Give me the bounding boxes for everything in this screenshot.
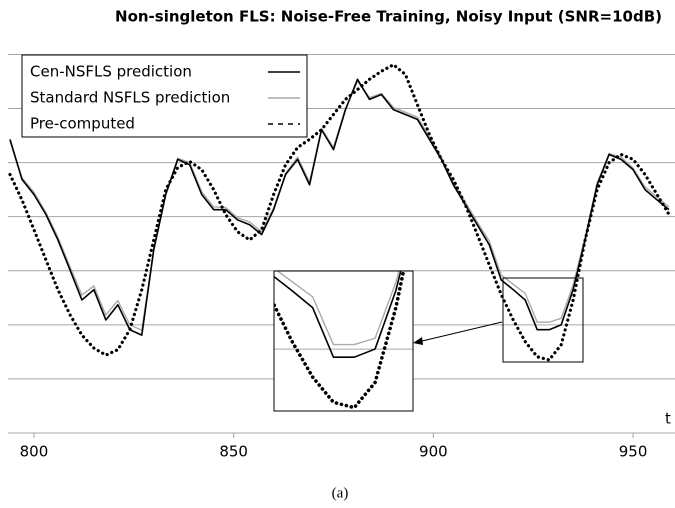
chart-title: Non-singleton FLS: Noise-Free Training, … <box>115 8 662 26</box>
series-line <box>10 65 669 360</box>
x-axis-label: t <box>665 410 671 428</box>
inset <box>0 0 573 508</box>
caption: (a) <box>332 485 349 501</box>
x-tick-label: 800 <box>20 443 49 461</box>
legend: Cen-NSFLS prediction Standard NSFLS predi… <box>21 54 308 138</box>
legend-box <box>21 54 308 138</box>
series-line <box>0 0 562 358</box>
legend-label: Pre-computed <box>30 115 135 133</box>
series-line <box>10 79 669 335</box>
zoom-arrowhead <box>413 337 423 345</box>
inset-content <box>0 0 573 508</box>
series-line <box>0 0 562 408</box>
zoom-arrow <box>417 321 503 343</box>
legend-label: Standard NSFLS prediction <box>30 89 230 107</box>
x-tick-label: 950 <box>619 443 648 461</box>
inset-frame <box>273 270 414 412</box>
zoom-region <box>502 277 584 363</box>
series-line <box>0 0 562 366</box>
x-tick-label: 850 <box>219 443 248 461</box>
x-tick-label: 900 <box>419 443 448 461</box>
legend-label: Cen-NSFLS prediction <box>30 63 192 81</box>
